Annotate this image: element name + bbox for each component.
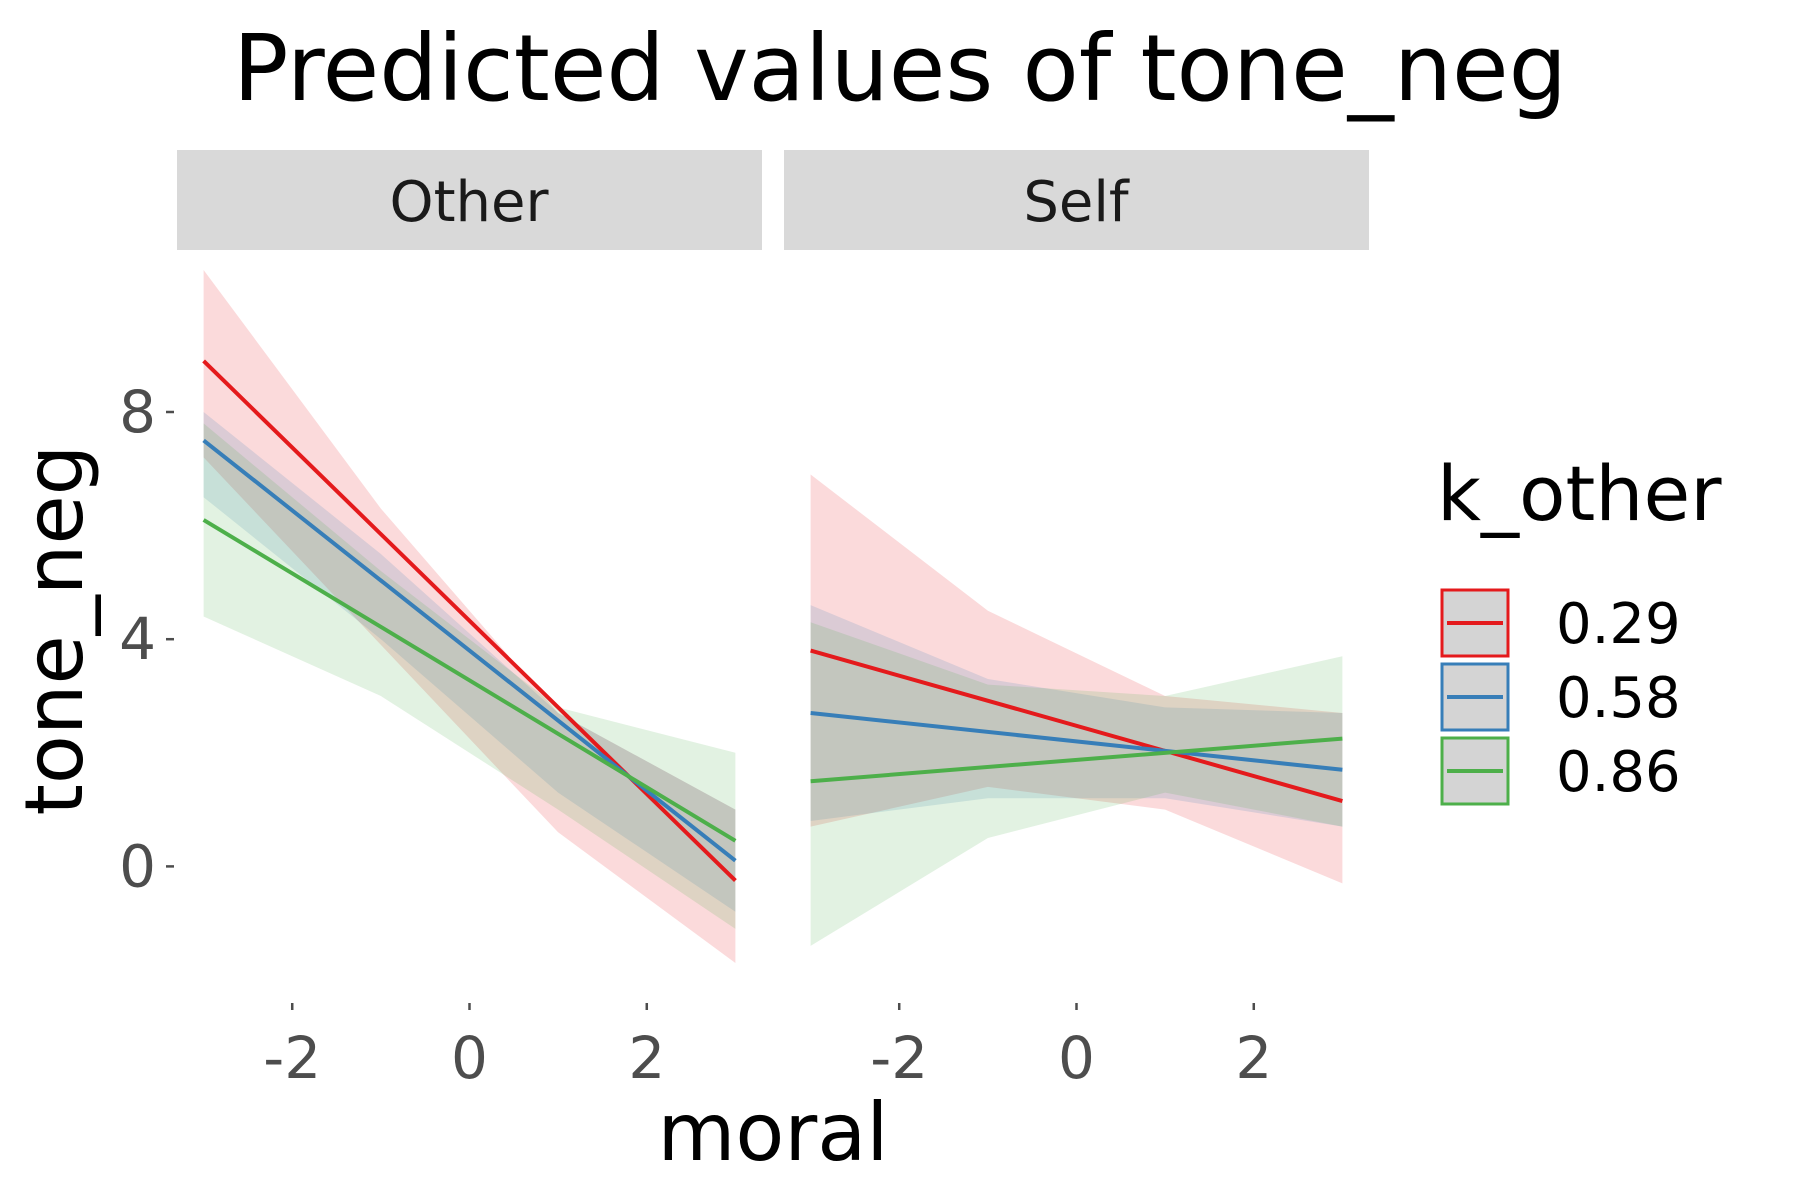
y-axis-title: tone_neg — [8, 445, 101, 816]
line-other-0-86 — [202, 518, 737, 843]
ci-band-self-0-86 — [810, 622, 1343, 946]
facet-strip-other: Other — [177, 150, 762, 250]
legend-label-0-29: 0.29 — [1556, 592, 1681, 657]
line-other-0-29 — [202, 359, 737, 883]
x-tick-label-other-2: 2 — [628, 1024, 665, 1092]
chart-title: Predicted values of tone_neg — [233, 15, 1567, 122]
facet-strip-self-label: Self — [1023, 170, 1130, 235]
legend-item-0-29: 0.29 — [1440, 588, 1681, 658]
panel-self — [810, 474, 1343, 946]
ci-band-self-0-29 — [810, 474, 1343, 884]
legend-title: k_other — [1437, 449, 1722, 538]
facet-strip-other-label: Other — [389, 170, 549, 235]
legend-label-0-58: 0.58 — [1556, 666, 1681, 731]
y-tick-label-4: 4 — [119, 605, 156, 673]
legend-label-0-86: 0.86 — [1556, 740, 1681, 805]
x-tick-label-other-0: 0 — [451, 1024, 488, 1092]
x-tick-label-self-2: -2 — [870, 1024, 928, 1092]
x-axis-title: moral — [657, 1086, 888, 1179]
x-tick-label-other-2: -2 — [263, 1024, 321, 1092]
line-self-0-86 — [810, 736, 1343, 784]
y-axis: 0 4 8 — [119, 378, 174, 900]
ci-band-other-0-29 — [203, 270, 736, 963]
x-tick-label-self-0: 0 — [1058, 1024, 1095, 1092]
ci-band-other-0-58 — [203, 412, 736, 912]
facet-strip-self: Self — [784, 150, 1369, 250]
x-tick-label-self-2: 2 — [1235, 1024, 1272, 1092]
ci-band-other-0-86 — [203, 423, 736, 929]
x-axis-other: -2 0 2 — [263, 1003, 665, 1092]
legend-item-0-58: 0.58 — [1440, 662, 1681, 732]
line-self-0-58 — [810, 711, 1343, 772]
legend-item-0-86: 0.86 — [1440, 736, 1681, 806]
line-other-0-58 — [202, 438, 737, 863]
y-tick-label-8: 8 — [119, 378, 156, 446]
x-axis-self: -2 0 2 — [870, 1003, 1272, 1092]
y-tick-label-0: 0 — [119, 832, 156, 900]
panel-other — [202, 270, 737, 963]
legend: k_other 0.29 0.58 0.86 — [1437, 449, 1722, 806]
line-self-0-29 — [810, 648, 1343, 804]
